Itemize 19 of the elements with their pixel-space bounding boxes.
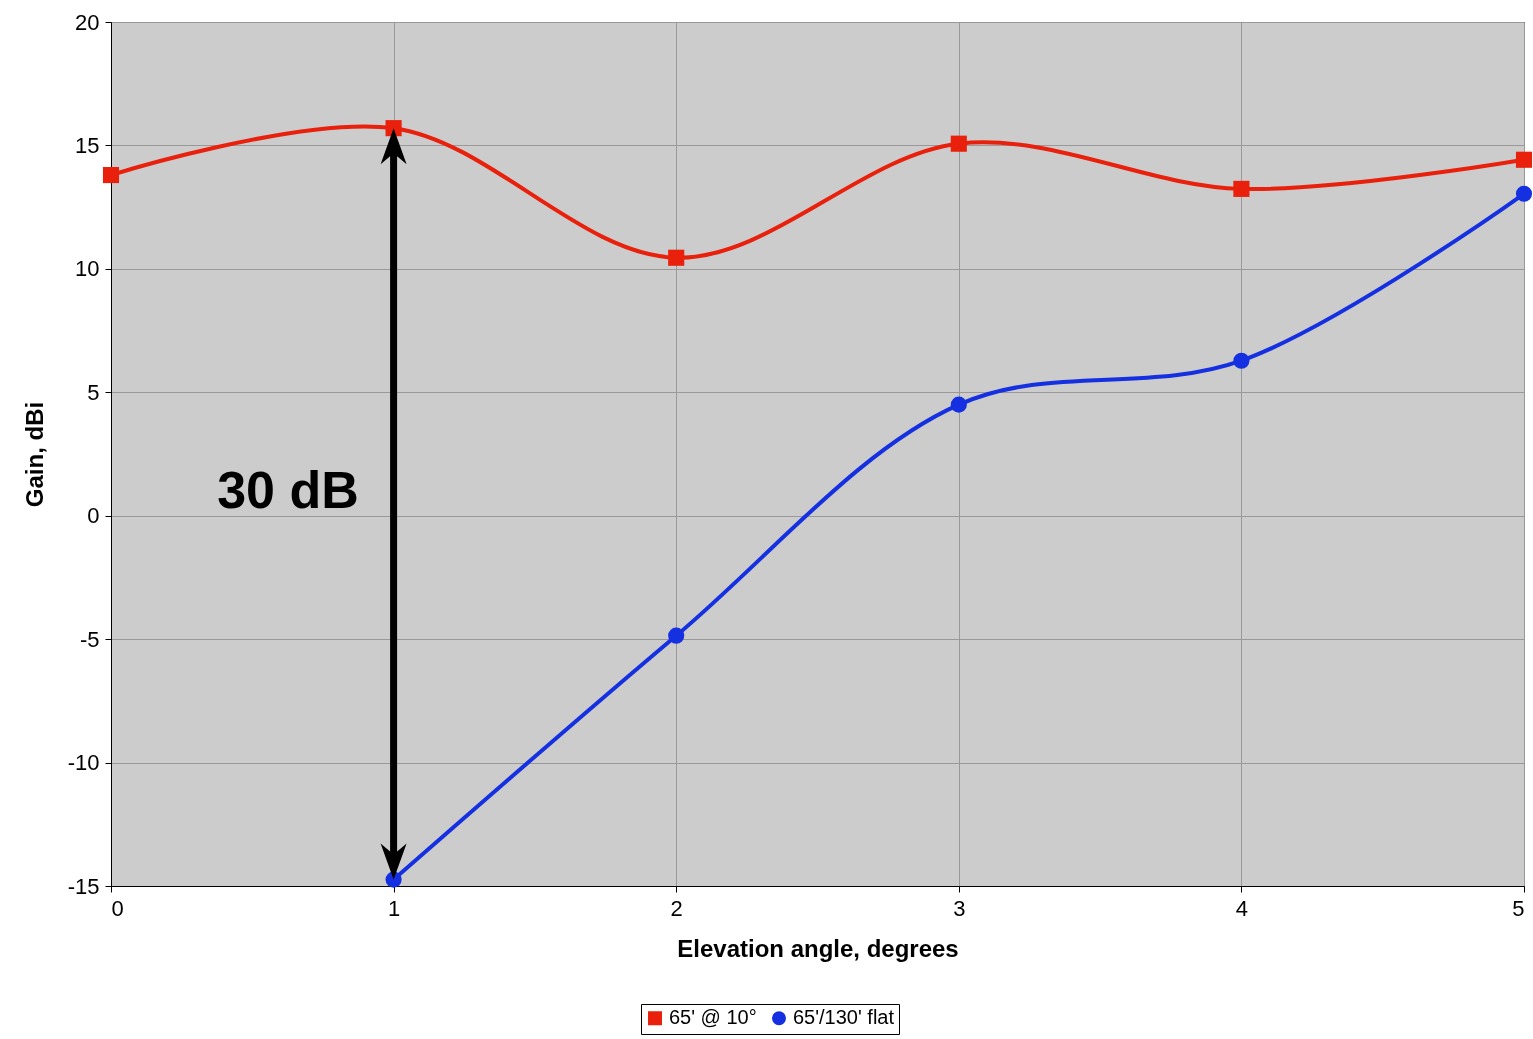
y-tick-label: -15 [67, 873, 100, 899]
y-tick-label: 20 [75, 9, 100, 35]
y-tick-label: 15 [75, 132, 100, 158]
x-tick-label: 3 [953, 895, 966, 921]
y-tick-label: -10 [67, 750, 100, 776]
x-axis-title: Elevation angle, degrees [677, 934, 959, 962]
x-tick-label: 2 [670, 895, 683, 921]
y-tick-label: 0 [87, 503, 100, 529]
x-tick-label: 1 [387, 895, 401, 921]
x-tick-label: 5 [1512, 895, 1525, 921]
y-tick-label: 10 [75, 256, 100, 282]
x-tick-label: 4 [1235, 895, 1249, 921]
y-axis-title: Gain, dBi [20, 401, 48, 508]
x-tick-label: 0 [111, 895, 124, 921]
y-tick-label: -5 [79, 626, 100, 652]
annotation: 30 dB [217, 461, 359, 519]
y-tick-label: 5 [87, 379, 100, 405]
legend-label: 65'/130' flat [793, 1006, 895, 1029]
legend-label: 65' @ 10° [669, 1006, 757, 1029]
